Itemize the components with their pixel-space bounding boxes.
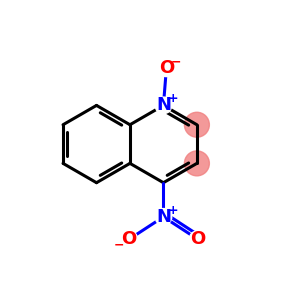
Circle shape (184, 151, 209, 176)
Text: N: N (156, 208, 171, 226)
Text: +: + (168, 92, 178, 105)
Text: +: + (168, 204, 178, 217)
Text: O: O (190, 230, 205, 248)
Text: −: − (171, 55, 181, 68)
Circle shape (155, 97, 172, 114)
Circle shape (158, 60, 175, 76)
Text: N: N (156, 96, 171, 114)
Circle shape (121, 231, 138, 248)
Text: O: O (159, 59, 174, 77)
Text: O: O (122, 230, 137, 248)
Circle shape (184, 112, 209, 137)
Circle shape (189, 231, 206, 248)
Text: −: − (114, 238, 125, 252)
Circle shape (155, 208, 172, 225)
